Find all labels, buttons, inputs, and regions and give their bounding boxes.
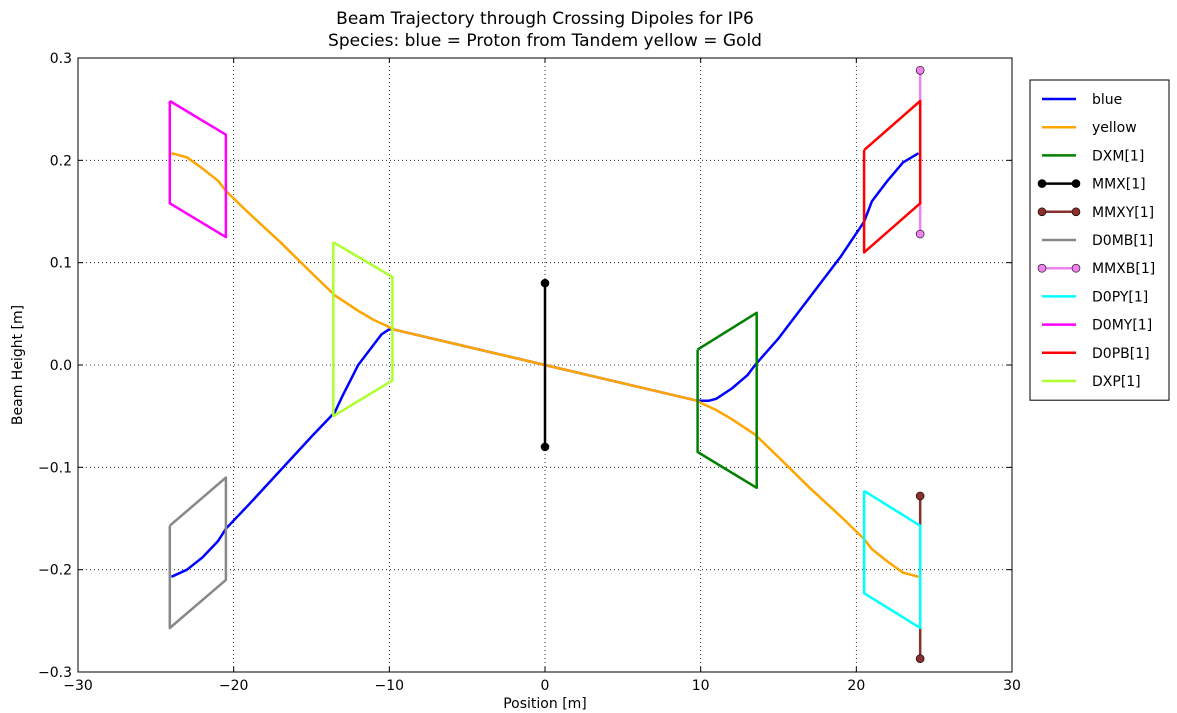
y-tick-label: 0.1 bbox=[50, 256, 72, 272]
y-tick-label: −0.2 bbox=[38, 563, 72, 579]
legend-item-blue: blue bbox=[1042, 92, 1122, 108]
series-dxm-1 bbox=[696, 311, 758, 490]
series-line-d0py-1 bbox=[862, 489, 922, 630]
series-dxp-1 bbox=[332, 241, 394, 418]
x-tick-label: 20 bbox=[847, 678, 865, 694]
x-axis-label: Position [m] bbox=[503, 696, 587, 712]
legend-item-d0pb-1: D0PB[1] bbox=[1042, 346, 1150, 362]
legend-marker bbox=[1071, 179, 1081, 188]
series-d0mb-1 bbox=[168, 476, 228, 630]
x-tick-label: −30 bbox=[63, 678, 93, 694]
series-mmx-1 bbox=[540, 278, 550, 452]
x-tick-label: −10 bbox=[375, 678, 405, 694]
x-tick-label: −20 bbox=[219, 678, 249, 694]
series-d0py-1 bbox=[862, 489, 922, 630]
x-tick-label: 10 bbox=[692, 678, 710, 694]
series-point-mmxy-1 bbox=[915, 654, 925, 663]
legend-label: D0PY[1] bbox=[1092, 289, 1148, 305]
legend-item-dxm-1: DXM[1] bbox=[1042, 148, 1144, 164]
legend-label: D0PB[1] bbox=[1092, 346, 1150, 362]
legend-label: blue bbox=[1092, 92, 1122, 108]
series-line-dxm-1 bbox=[696, 311, 758, 490]
legend-label: MMX[1] bbox=[1092, 177, 1146, 193]
chart-title-line-2: Species: blue = Proton from Tandem yello… bbox=[328, 31, 762, 51]
series-point-mmxb-1 bbox=[915, 229, 925, 239]
series-line-dxp-1 bbox=[332, 241, 394, 418]
legend-item-mmxy-1: MMXY[1] bbox=[1037, 205, 1154, 221]
series-line-d0pb-1 bbox=[862, 99, 922, 254]
x-tick-label: 30 bbox=[1003, 678, 1021, 694]
series-point-mmx-1 bbox=[540, 278, 550, 288]
series-point-mmx-1 bbox=[540, 442, 550, 452]
legend-label: yellow bbox=[1092, 120, 1137, 136]
series-point-mmxb-1 bbox=[915, 65, 925, 75]
x-tick-label: 0 bbox=[541, 678, 550, 694]
axis-ticks: −30 −20 −10 0 10 20 30 −0.3 −0.2 −0.1 0.0 0.1 0.2 0.3 bbox=[38, 51, 1021, 694]
y-tick-label: −0.1 bbox=[38, 460, 72, 476]
legend-label: MMXY[1] bbox=[1092, 205, 1154, 221]
legend-item-yellow: yellow bbox=[1042, 120, 1137, 136]
plot-series bbox=[168, 65, 925, 663]
legend-item-d0my-1: D0MY[1] bbox=[1042, 318, 1152, 334]
y-tick-label: 0.0 bbox=[50, 358, 72, 374]
legend-label: D0MB[1] bbox=[1092, 233, 1153, 249]
legend: blue yellow DXM[1] MMX[1] MMXY[1] D0MB[1] MMXB… bbox=[1029, 79, 1170, 401]
legend-item-dxp-1: DXP[1] bbox=[1042, 374, 1141, 390]
legend-item-d0mb-1: D0MB[1] bbox=[1042, 233, 1153, 249]
series-d0pb-1 bbox=[862, 99, 922, 254]
series-line-d0my-1 bbox=[168, 99, 228, 239]
series-d0my-1 bbox=[168, 99, 228, 239]
chart-title-line-1: Beam Trajectory through Crossing Dipoles… bbox=[336, 9, 754, 29]
legend-marker bbox=[1037, 179, 1047, 188]
legend-marker bbox=[1037, 207, 1047, 217]
series-line-d0mb-1 bbox=[168, 476, 228, 630]
legend-label: D0MY[1] bbox=[1092, 318, 1152, 334]
legend-item-d0py-1: D0PY[1] bbox=[1042, 289, 1148, 305]
legend-marker bbox=[1071, 207, 1081, 217]
series-point-mmxy-1 bbox=[915, 491, 925, 501]
legend-item-mmxb-1: MMXB[1] bbox=[1037, 261, 1155, 277]
legend-label: DXP[1] bbox=[1092, 374, 1141, 390]
legend-item-mmx-1: MMX[1] bbox=[1037, 177, 1146, 193]
legend-label: MMXB[1] bbox=[1092, 261, 1155, 277]
y-tick-label: 0.3 bbox=[50, 51, 72, 67]
legend-marker bbox=[1037, 263, 1047, 273]
y-tick-label: −0.3 bbox=[38, 665, 72, 681]
legend-marker bbox=[1071, 263, 1081, 273]
y-tick-label: 0.2 bbox=[50, 153, 72, 169]
legend-label: DXM[1] bbox=[1092, 148, 1144, 164]
y-axis-label: Beam Height [m] bbox=[10, 305, 26, 425]
